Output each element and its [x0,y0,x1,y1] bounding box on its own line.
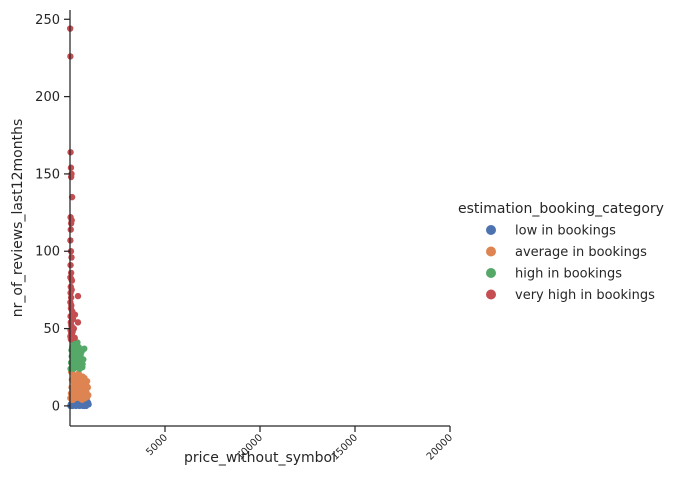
data-point [74,292,82,300]
series-average-in-bookings [67,368,92,403]
y-tick-label: 250 [35,13,60,28]
y-tick-label: 50 [43,322,60,337]
data-point [85,401,92,408]
data-point [81,374,88,382]
data-point [68,254,75,261]
data-point [67,220,75,227]
legend-item: very high in bookings [486,288,655,303]
legend-title: estimation_booking_category [458,201,664,217]
data-point [83,382,90,389]
data-point [67,248,75,255]
legend-marker [486,268,496,278]
legend-marker [486,246,496,257]
data-point [67,173,75,181]
x-tick-label: 20000 [425,432,455,462]
y-axis-title: nr_of_reviews_last12months [10,119,26,318]
points-layer [66,25,92,410]
data-point [67,164,75,171]
y-ticks: 0 50 100 150 200 250 [35,13,70,414]
data-point [67,226,74,233]
data-point [74,319,82,326]
y-tick-label: 0 [52,399,60,414]
y-tick-label: 150 [35,167,60,182]
data-point [78,348,85,355]
legend-label: average in bookings [515,245,647,260]
series-very-high-in-bookings [66,25,82,343]
legend-item: high in bookings [486,267,622,282]
data-point [67,336,75,343]
data-point [84,393,91,400]
legend-marker [486,225,496,235]
legend-label: very high in bookings [515,288,655,303]
y-tick-label: 100 [35,245,60,260]
data-point [79,360,86,368]
legend-label: low in bookings [515,224,616,239]
y-tick-label: 200 [35,90,60,105]
legend-marker [486,289,496,300]
data-point [75,343,82,351]
x-axis-title: price_without_symbol [184,450,336,466]
legend-item: low in bookings [486,224,616,239]
legend-item: average in bookings [486,245,647,260]
legend: estimation_booking_category low in booki… [458,201,664,303]
x-tick-label: 5000 [144,432,170,458]
legend-label: high in bookings [515,267,622,282]
